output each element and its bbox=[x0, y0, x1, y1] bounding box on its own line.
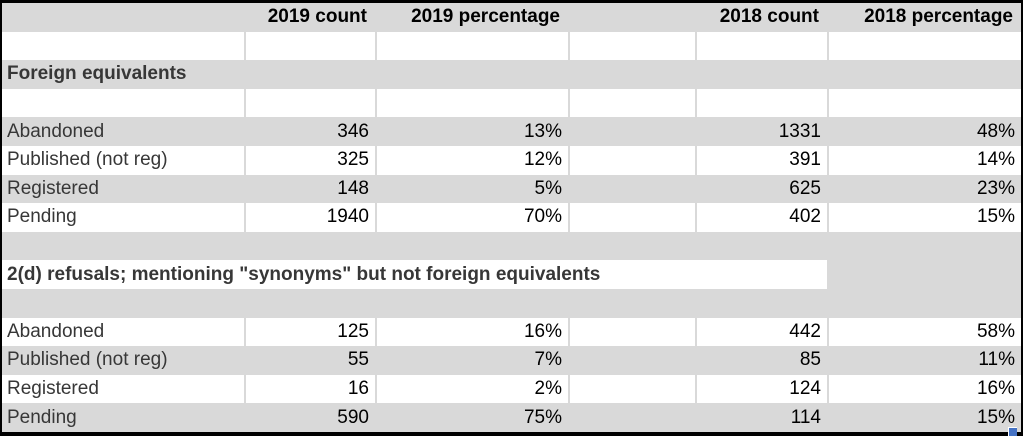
cell-2018-pct[interactable]: 48% bbox=[829, 117, 1021, 146]
cell-2018-count[interactable]: 124 bbox=[697, 374, 829, 404]
cell-label[interactable]: Pending bbox=[2, 403, 246, 432]
empty-cell[interactable] bbox=[246, 31, 377, 61]
cell-2019-count[interactable]: 346 bbox=[246, 117, 377, 146]
cell-2019-pct[interactable]: 13% bbox=[377, 117, 570, 146]
cell-2018-count[interactable]: 114 bbox=[697, 403, 829, 432]
empty-cell[interactable] bbox=[829, 31, 1021, 61]
cell-2018-count[interactable]: 391 bbox=[697, 146, 829, 175]
cell-2018-count[interactable]: 625 bbox=[697, 174, 829, 204]
cell-2019-pct[interactable]: 5% bbox=[377, 174, 570, 204]
empty-gray-row[interactable] bbox=[2, 231, 1021, 261]
cell-2019-pct[interactable]: 70% bbox=[377, 203, 570, 232]
empty-cell[interactable] bbox=[2, 31, 246, 61]
cell-spacer[interactable] bbox=[570, 403, 697, 432]
cell-label[interactable]: Registered bbox=[2, 174, 246, 204]
cell-2018-pct[interactable]: 16% bbox=[829, 374, 1021, 404]
cell-2018-count[interactable]: 85 bbox=[697, 346, 829, 375]
cell-spacer[interactable] bbox=[570, 317, 697, 347]
section-title-foreign-equivalents[interactable]: Foreign equivalents bbox=[2, 60, 1021, 89]
cell-spacer[interactable] bbox=[570, 346, 697, 375]
section-title-2d-refusals[interactable]: 2(d) refusals; mentioning "synonyms" but… bbox=[2, 260, 829, 289]
cell-label[interactable]: Published (not reg) bbox=[2, 146, 246, 175]
header-spacer-cell[interactable] bbox=[570, 3, 697, 32]
cell-2018-pct[interactable]: 11% bbox=[829, 346, 1021, 375]
empty-cell[interactable] bbox=[570, 88, 697, 118]
cell-2019-pct[interactable]: 7% bbox=[377, 346, 570, 375]
empty-cell[interactable] bbox=[697, 88, 829, 118]
cell-label[interactable]: Abandoned bbox=[2, 317, 246, 347]
cell-2019-count[interactable]: 16 bbox=[246, 374, 377, 404]
cell-2019-pct[interactable]: 2% bbox=[377, 374, 570, 404]
cell-2018-count[interactable]: 442 bbox=[697, 317, 829, 347]
cell-2019-count[interactable]: 1940 bbox=[246, 203, 377, 232]
cell-2019-pct[interactable]: 16% bbox=[377, 317, 570, 347]
empty-cell[interactable] bbox=[377, 88, 570, 118]
header-empty-cell[interactable] bbox=[2, 3, 246, 32]
header-2018-count[interactable]: 2018 count bbox=[697, 3, 829, 32]
cell-label[interactable]: Published (not reg) bbox=[2, 346, 246, 375]
cell-2019-pct[interactable]: 75% bbox=[377, 403, 570, 432]
empty-cell[interactable] bbox=[829, 88, 1021, 118]
cell-label[interactable]: Pending bbox=[2, 203, 246, 232]
cell-spacer[interactable] bbox=[570, 117, 697, 146]
header-2019-percentage[interactable]: 2019 percentage bbox=[377, 3, 570, 32]
cell-2019-count[interactable]: 590 bbox=[246, 403, 377, 432]
cell-2019-pct[interactable]: 12% bbox=[377, 146, 570, 175]
header-2019-count[interactable]: 2019 count bbox=[246, 3, 377, 32]
cell-2018-pct[interactable]: 14% bbox=[829, 146, 1021, 175]
empty-cell[interactable] bbox=[2, 88, 246, 118]
cell-2019-count[interactable]: 325 bbox=[246, 146, 377, 175]
header-2018-percentage[interactable]: 2018 percentage bbox=[829, 3, 1021, 32]
cell-2018-pct[interactable]: 23% bbox=[829, 174, 1021, 204]
cell-2019-count[interactable]: 148 bbox=[246, 174, 377, 204]
empty-cell[interactable] bbox=[246, 88, 377, 118]
cell-2018-count[interactable]: 1331 bbox=[697, 117, 829, 146]
empty-gray-row[interactable] bbox=[2, 289, 1021, 318]
selection-fill-handle[interactable] bbox=[1008, 427, 1017, 436]
cell-2018-pct[interactable]: 15% bbox=[829, 403, 1021, 432]
cell-spacer[interactable] bbox=[570, 374, 697, 404]
cell-spacer[interactable] bbox=[570, 174, 697, 204]
empty-cell[interactable] bbox=[377, 31, 570, 61]
empty-cell[interactable] bbox=[697, 31, 829, 61]
cell-2019-count[interactable]: 125 bbox=[246, 317, 377, 347]
cell-spacer[interactable] bbox=[829, 260, 1021, 289]
cell-2018-pct[interactable]: 15% bbox=[829, 203, 1021, 232]
cell-spacer[interactable] bbox=[570, 203, 697, 232]
cell-label[interactable]: Registered bbox=[2, 374, 246, 404]
cell-label[interactable]: Abandoned bbox=[2, 117, 246, 146]
cell-2018-pct[interactable]: 58% bbox=[829, 317, 1021, 347]
cell-2019-count[interactable]: 55 bbox=[246, 346, 377, 375]
cell-spacer[interactable] bbox=[570, 146, 697, 175]
empty-cell[interactable] bbox=[570, 31, 697, 61]
cell-2018-count[interactable]: 402 bbox=[697, 203, 829, 232]
